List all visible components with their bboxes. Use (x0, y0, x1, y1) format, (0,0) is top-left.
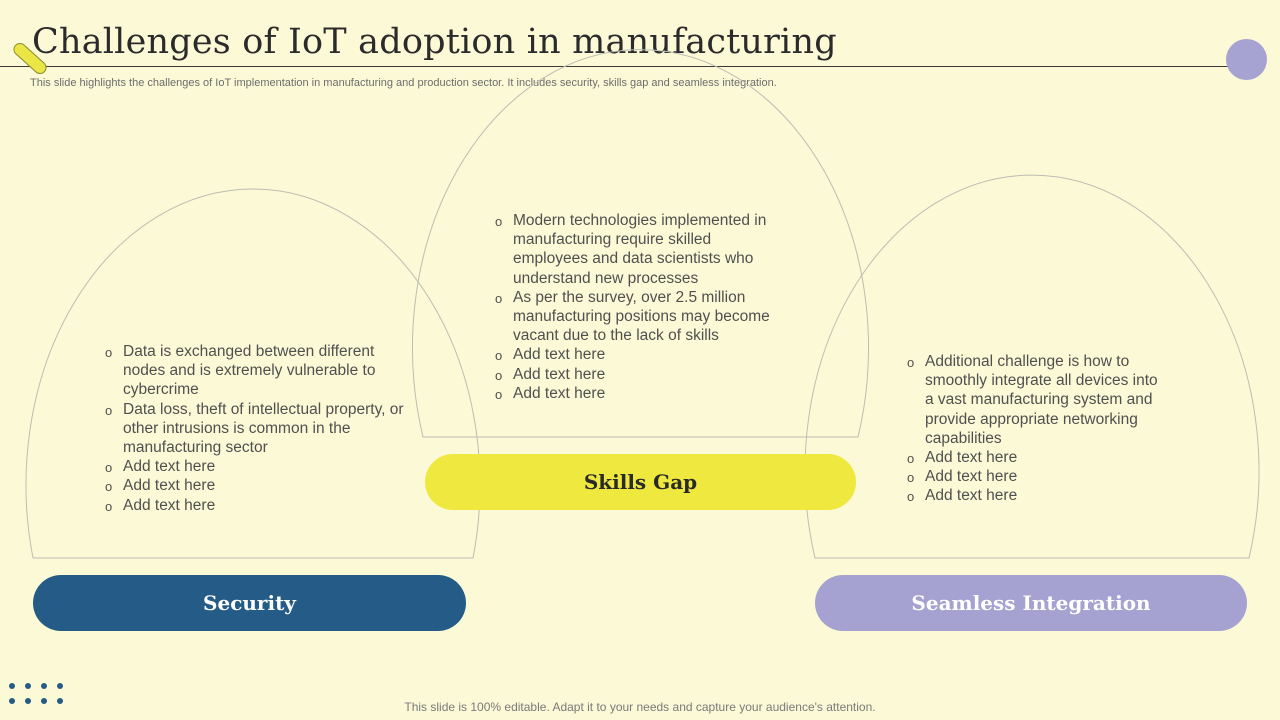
seamless-integration-label: Seamless Integration (815, 575, 1247, 631)
page-subtitle: This slide highlights the challenges of … (30, 77, 777, 89)
seamless-integration-bullet-list: Additional challenge is how to smoothly … (907, 352, 1167, 507)
skills-gap-arc (412, 49, 869, 438)
list-item: Add text here (907, 486, 1167, 506)
list-item: Data is exchanged between different node… (105, 342, 405, 400)
list-item: Add text here (105, 476, 405, 496)
list-item: Modern technologies implemented in manuf… (495, 211, 785, 288)
list-item: Add text here (495, 365, 785, 385)
security-arc (25, 188, 481, 559)
skills-gap-label: Skills Gap (425, 454, 856, 510)
title-divider (0, 66, 1232, 67)
footer-note: This slide is 100% editable. Adapt it to… (404, 700, 876, 714)
list-item: Data loss, theft of intellectual propert… (105, 400, 405, 458)
page-title: Challenges of IoT adoption in manufactur… (32, 22, 837, 62)
list-item: As per the survey, over 2.5 million manu… (495, 288, 785, 346)
skills-gap-bullet-list: Modern technologies implemented in manuf… (495, 211, 785, 404)
security-bullet-list: Data is exchanged between different node… (105, 342, 405, 516)
decorative-circle (1226, 39, 1267, 80)
list-item: Add text here (495, 384, 785, 404)
security-label: Security (33, 575, 466, 631)
seamless-integration-arc (804, 174, 1260, 559)
list-item: Additional challenge is how to smoothly … (907, 352, 1167, 448)
list-item: Add text here (907, 448, 1167, 468)
list-item: Add text here (105, 496, 405, 516)
list-item: Add text here (105, 457, 405, 477)
list-item: Add text here (495, 345, 785, 365)
list-item: Add text here (907, 467, 1167, 487)
